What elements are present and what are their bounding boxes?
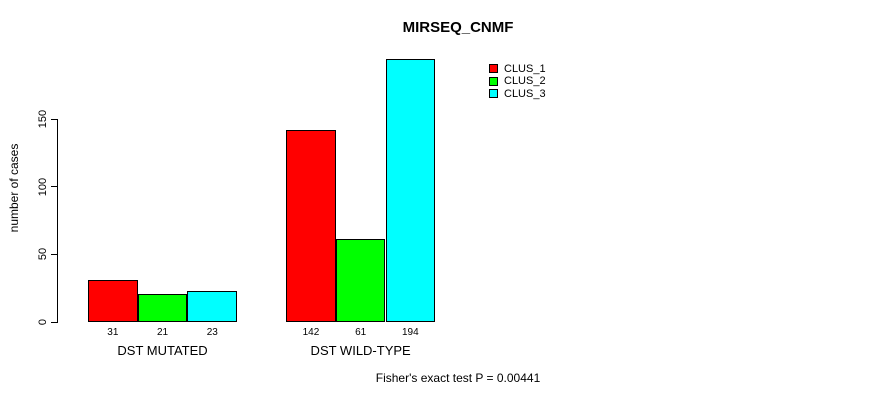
legend-item-label: CLUS_2 (504, 75, 546, 88)
y-tick (51, 186, 58, 188)
x-category-label: DST WILD-TYPE (310, 343, 411, 358)
bar-clus_1-group2 (286, 129, 336, 322)
legend-color-swatch (489, 89, 498, 99)
y-tick (51, 118, 58, 120)
bar-clus_1-group1 (88, 280, 138, 322)
y-axis-label: number of cases (7, 143, 21, 233)
y-tick-label: 150 (37, 109, 49, 129)
y-axis-line (57, 119, 58, 323)
bar-clus_3-group1 (187, 290, 238, 322)
x-category-label: DST MUTATED (117, 343, 208, 358)
y-tick (51, 253, 58, 255)
bar-clus_2-group2 (335, 239, 386, 322)
legend-color-swatch (489, 64, 498, 73)
y-tick-label: 50 (37, 248, 49, 261)
legend-item-clus_3: CLUS_3 (489, 87, 546, 100)
legend-item-label: CLUS_1 (504, 62, 546, 75)
bar-value-label: 31 (107, 327, 119, 338)
legend-item-clus_2: CLUS_2 (489, 75, 546, 88)
legend-color-swatch (489, 76, 498, 86)
bar-value-label: 21 (156, 327, 169, 338)
annotation-text: Fisher's exact test P = 0.00441 (375, 371, 541, 385)
y-tick (51, 321, 58, 323)
bar-value-label: 194 (402, 327, 419, 338)
bar-clus_3-group2 (385, 59, 436, 322)
y-tick-label: 100 (37, 177, 49, 196)
bar-value-label: 23 (206, 327, 218, 338)
legend-item-label: CLUS_3 (504, 87, 546, 100)
bar-clus_2-group1 (137, 293, 188, 322)
bar-value-label: 61 (355, 327, 367, 338)
bar-value-label: 142 (302, 327, 320, 338)
chart-title: MIRSEQ_CNMF (402, 19, 514, 36)
legend-item-clus_1: CLUS_1 (489, 62, 546, 75)
y-tick-label: 0 (37, 318, 49, 326)
